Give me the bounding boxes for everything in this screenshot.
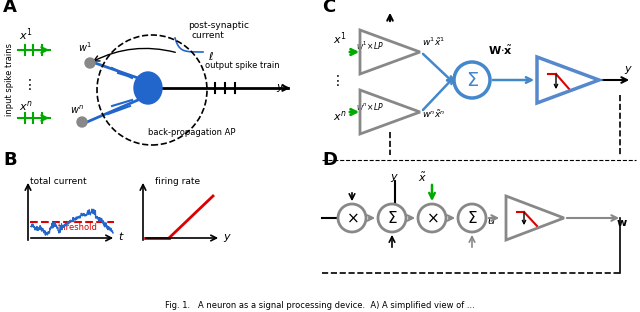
Text: $t$: $t$ [118,230,125,242]
Text: $y$: $y$ [276,82,285,94]
Text: $y$: $y$ [624,64,633,76]
Text: $\times$: $\times$ [346,211,358,226]
Text: $x^1$: $x^1$ [333,31,347,47]
Circle shape [338,204,366,232]
Text: $y$: $y$ [223,232,232,244]
Text: $\Sigma$: $\Sigma$ [467,210,477,226]
Text: $y$: $y$ [390,172,399,184]
Text: $\ell$: $\ell$ [208,50,214,62]
Text: total current: total current [30,177,86,186]
Text: $w^1$: $w^1$ [78,40,92,54]
Text: D: D [322,151,337,169]
Text: $\vdots$: $\vdots$ [22,76,31,91]
Text: Fig. 1.   A neuron as a signal processing device.  A) A simplified view of ...: Fig. 1. A neuron as a signal processing … [165,301,475,310]
Text: $u$: $u$ [487,216,495,226]
Text: $w^n\tilde{x}^n$: $w^n\tilde{x}^n$ [422,108,445,120]
Text: output spike train: output spike train [205,61,280,70]
Text: input spike trains: input spike trains [6,43,15,116]
Text: post-synaptic: post-synaptic [188,21,249,30]
Text: $\times$: $\times$ [426,211,438,226]
Text: threshold: threshold [58,223,98,232]
Circle shape [454,62,490,98]
Text: C: C [322,0,335,16]
Text: A: A [3,0,17,16]
Circle shape [85,58,95,68]
Text: $w^1\tilde{x}^1$: $w^1\tilde{x}^1$ [422,36,445,48]
Text: $\Sigma$: $\Sigma$ [465,71,479,90]
Text: $\tilde{x}$: $\tilde{x}$ [418,171,427,184]
Text: $\mathbf{w}$: $\mathbf{w}$ [616,218,628,228]
Text: $w^n\!\times\!LP$: $w^n\!\times\!LP$ [356,101,384,112]
Text: $\Sigma$: $\Sigma$ [387,210,397,226]
Text: $-$: $-$ [339,201,351,215]
Text: back-propagation AP: back-propagation AP [148,128,236,137]
Circle shape [378,204,406,232]
Circle shape [77,117,87,127]
Text: B: B [3,151,17,169]
Ellipse shape [134,72,162,104]
Text: $x^n$: $x^n$ [19,99,33,113]
Text: $w^1\!\times\!LP$: $w^1\!\times\!LP$ [356,40,384,52]
Text: $\mathbf{W}{\cdot}\tilde{\mathbf{x}}$: $\mathbf{W}{\cdot}\tilde{\mathbf{x}}$ [488,44,513,57]
Text: $\vdots$: $\vdots$ [330,72,340,87]
Text: $x^n$: $x^n$ [333,109,347,123]
Text: $w^n$: $w^n$ [70,104,84,116]
Text: current: current [192,31,225,40]
Circle shape [458,204,486,232]
Text: $x^1$: $x^1$ [19,27,33,43]
Text: firing rate: firing rate [155,177,200,186]
Circle shape [418,204,446,232]
